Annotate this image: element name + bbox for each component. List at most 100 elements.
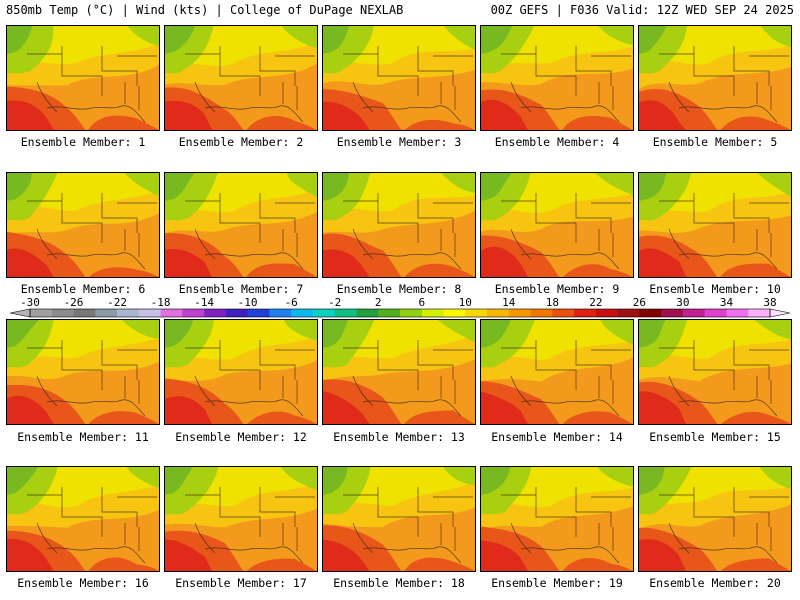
ensemble-map-panel (480, 172, 634, 278)
ensemble-member-label: Ensemble Member: 20 (649, 576, 781, 590)
colorbar-tick-label: 18 (546, 296, 559, 309)
ensemble-member-label: Ensemble Member: 5 (652, 135, 778, 149)
colorbar-tick-label: 30 (676, 296, 689, 309)
ensemble-member-label: Ensemble Member: 9 (494, 282, 620, 296)
ensemble-map-panel (322, 25, 476, 131)
colorbar-swatch (182, 309, 205, 317)
colorbar-swatch (95, 309, 118, 317)
colorbar-swatch (639, 309, 662, 317)
colorbar-tick-label: 34 (720, 296, 734, 309)
ensemble-map-panel (6, 319, 160, 425)
temperature-map (639, 320, 791, 424)
colorbar-swatch (30, 309, 53, 317)
ensemble-map-panel (164, 466, 318, 572)
colorbar-max-arrow (769, 308, 791, 318)
colorbar-swatch (617, 309, 640, 317)
ensemble-map-panel (322, 466, 476, 572)
ensemble-map-panel (480, 466, 634, 572)
ensemble-member-label: Ensemble Member: 7 (178, 282, 304, 296)
colorbar-swatch (661, 309, 684, 317)
run-valid-time: 00Z GEFS | F036 Valid: 12Z WED SEP 24 20… (490, 3, 794, 17)
colorbar-swatch (552, 309, 575, 317)
ensemble-member-label: Ensemble Member: 14 (491, 430, 623, 444)
ensemble-member-label: Ensemble Member: 1 (20, 135, 146, 149)
colorbar-tick-label: -14 (194, 296, 214, 309)
ensemble-member-label: Ensemble Member: 2 (178, 135, 304, 149)
colorbar-tick-label: -2 (328, 296, 341, 309)
colorbar-tick-label: -30 (20, 296, 40, 309)
ensemble-map-panel (322, 319, 476, 425)
colorbar-swatch (487, 309, 510, 317)
ensemble-map-panel (322, 172, 476, 278)
temperature-map (323, 26, 475, 130)
colorbar-swatch (574, 309, 597, 317)
temperature-map (7, 320, 159, 424)
colorbar-tick-label: 10 (459, 296, 472, 309)
colorbar-swatch (421, 309, 444, 317)
colorbar-swatch (682, 309, 705, 317)
ensemble-member-label: Ensemble Member: 10 (649, 282, 781, 296)
map-title: 850mb Temp (°C) | Wind (kts) | College o… (6, 3, 404, 17)
ensemble-map-panel (480, 25, 634, 131)
colorbar-swatch (443, 309, 466, 317)
colorbar-swatch (73, 309, 96, 317)
colorbar-swatch (356, 309, 379, 317)
temperature-map (323, 467, 475, 571)
temperature-map (639, 467, 791, 571)
colorbar-swatch (225, 309, 248, 317)
colorbar-tick-label: -22 (107, 296, 127, 309)
ensemble-map-panel (6, 172, 160, 278)
ensemble-map-panel (164, 319, 318, 425)
colorbar-tick-label: 38 (763, 296, 776, 309)
ensemble-member-label: Ensemble Member: 18 (333, 576, 465, 590)
ensemble-member-label: Ensemble Member: 17 (175, 576, 307, 590)
temperature-map (7, 467, 159, 571)
temperature-map (323, 320, 475, 424)
temperature-map (481, 26, 633, 130)
colorbar-swatch (138, 309, 161, 317)
ensemble-map-panel (638, 25, 792, 131)
ensemble-member-label: Ensemble Member: 12 (175, 430, 307, 444)
ensemble-map-panel (638, 319, 792, 425)
ensemble-map-panel (6, 466, 160, 572)
colorbar-swatch (378, 309, 401, 317)
ensemble-member-label: Ensemble Member: 15 (649, 430, 781, 444)
temperature-map (165, 173, 317, 277)
ensemble-map-panel (6, 25, 160, 131)
temperature-map (323, 173, 475, 277)
ensemble-member-label: Ensemble Member: 4 (494, 135, 620, 149)
colorbar-min-arrow (9, 308, 31, 318)
colorbar-swatch (400, 309, 423, 317)
temperature-map (481, 173, 633, 277)
colorbar-tick-label: -10 (238, 296, 258, 309)
colorbar-swatch (247, 309, 270, 317)
ensemble-map-panel (164, 25, 318, 131)
temperature-map (481, 467, 633, 571)
ensemble-map-panel (480, 319, 634, 425)
temperature-colorbar: -30 -26 -22 -18 -14 -10 -6 -2 2 6 10 14 18 22 26 30 34 38… (6, 296, 794, 322)
colorbar-swatch (726, 309, 749, 317)
colorbar-swatch (530, 309, 553, 317)
colorbar-tick-label: 2 (375, 296, 382, 309)
colorbar-swatch (291, 309, 314, 317)
colorbar-swatch (269, 309, 292, 317)
colorbar-swatch (465, 309, 488, 317)
colorbar-swatch (508, 309, 531, 317)
colorbar-swatch (312, 309, 335, 317)
colorbar-swatch (51, 309, 74, 317)
ensemble-map-panel (638, 172, 792, 278)
colorbar-swatch (117, 309, 140, 317)
ensemble-map-panel (164, 172, 318, 278)
ensemble-member-label: Ensemble Member: 19 (491, 576, 623, 590)
colorbar-tick-label: 6 (418, 296, 425, 309)
ensemble-member-label: Ensemble Member: 16 (17, 576, 149, 590)
temperature-map (7, 173, 159, 277)
colorbar-tick-label: -18 (151, 296, 171, 309)
colorbar-tick-label: 22 (589, 296, 602, 309)
temperature-map (165, 320, 317, 424)
colorbar-tick-label: 14 (502, 296, 516, 309)
temperature-map (639, 173, 791, 277)
ensemble-member-label: Ensemble Member: 11 (17, 430, 149, 444)
colorbar-swatch (704, 309, 727, 317)
colorbar-swatch (595, 309, 618, 317)
